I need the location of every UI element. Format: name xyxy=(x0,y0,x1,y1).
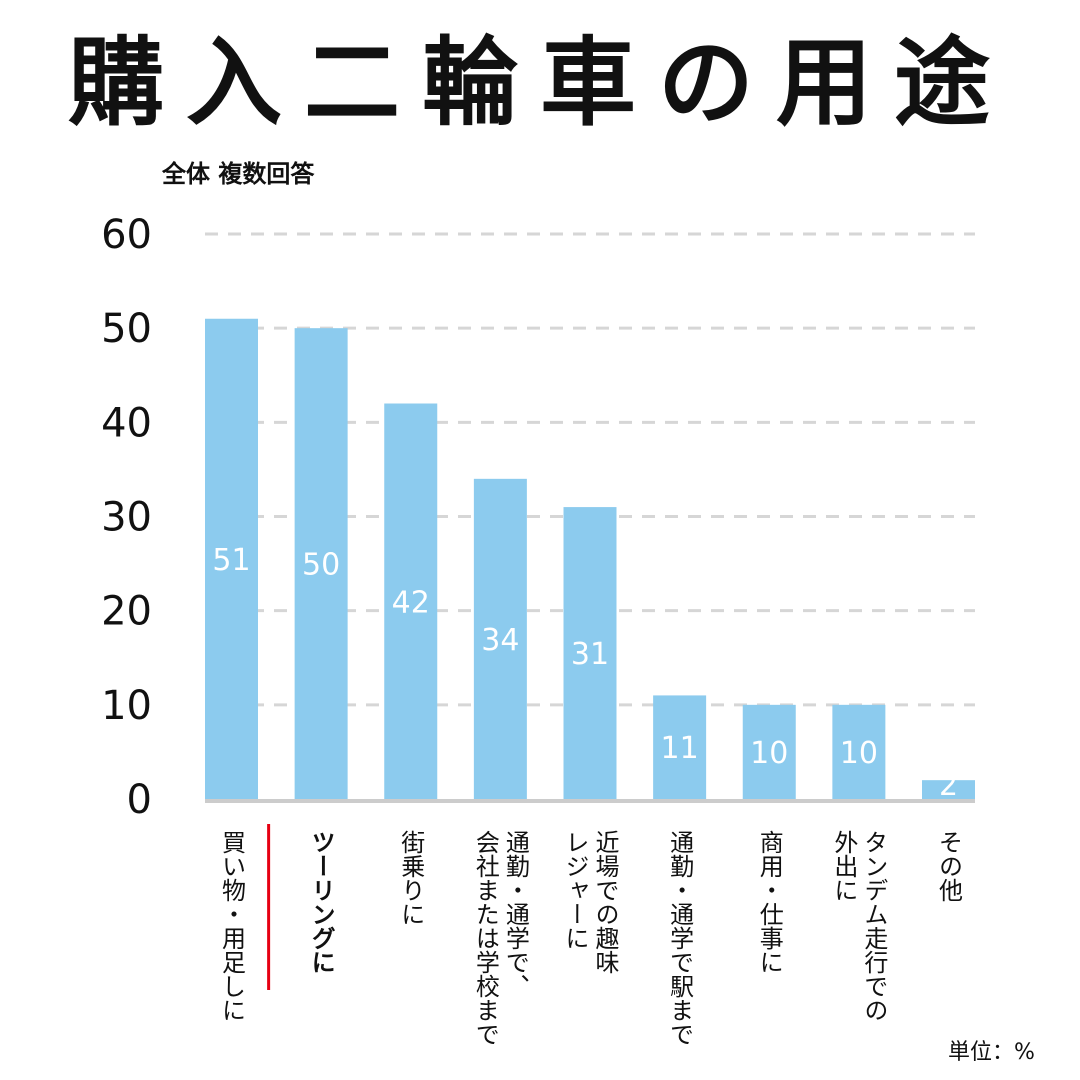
category-label: 通勤・通学で、 xyxy=(501,830,529,998)
bar xyxy=(294,328,348,799)
y-tick-label: 0 xyxy=(127,777,152,823)
bar xyxy=(205,318,258,799)
bar-value-label: 34 xyxy=(481,623,519,658)
bar xyxy=(742,704,796,799)
chart-subtitle: 全体 複数回答 xyxy=(162,160,315,188)
bar xyxy=(563,507,617,799)
y-tick-label: 50 xyxy=(101,306,152,352)
bar-value-label: 51 xyxy=(212,543,250,578)
category-label: 外出に xyxy=(830,830,858,902)
y-tick-label: 20 xyxy=(101,589,152,635)
category-label: 街乗りに xyxy=(397,830,425,926)
bar xyxy=(832,704,886,799)
bar-value-label: 42 xyxy=(392,585,430,620)
y-tick-label: 30 xyxy=(101,495,152,541)
y-tick-label: 60 xyxy=(101,212,152,258)
category-label: 会社または学校まで xyxy=(471,830,499,1046)
unit-note: 単位：% xyxy=(948,1040,1035,1065)
category-label: タンデム走行での xyxy=(860,830,888,1022)
bar-value-label: 10 xyxy=(840,736,878,771)
bar xyxy=(473,478,527,799)
bar-value-label: 50 xyxy=(302,548,340,583)
category-label: レジャーに xyxy=(561,830,589,950)
category-label: 近場での趣味 xyxy=(591,830,619,974)
category-label: その他 xyxy=(935,830,963,902)
y-tick-label: 10 xyxy=(101,683,152,729)
chart-title: 購入二輪車の用途 xyxy=(68,27,1012,139)
bar-value-label: 10 xyxy=(750,736,788,771)
category-label: 買い物・用足しに xyxy=(218,830,246,1022)
bar-value-label: 11 xyxy=(661,731,699,766)
bar-value-label: 2 xyxy=(939,768,958,803)
bar xyxy=(653,695,707,799)
bar xyxy=(384,403,438,799)
bar xyxy=(922,780,975,799)
category-label: 通勤・通学で駅まで xyxy=(666,830,694,1046)
category-label: 商用・仕事に xyxy=(755,830,783,974)
category-label: ツーリングに xyxy=(307,830,335,974)
y-tick-label: 40 xyxy=(101,400,152,446)
bar-value-label: 31 xyxy=(571,637,609,672)
